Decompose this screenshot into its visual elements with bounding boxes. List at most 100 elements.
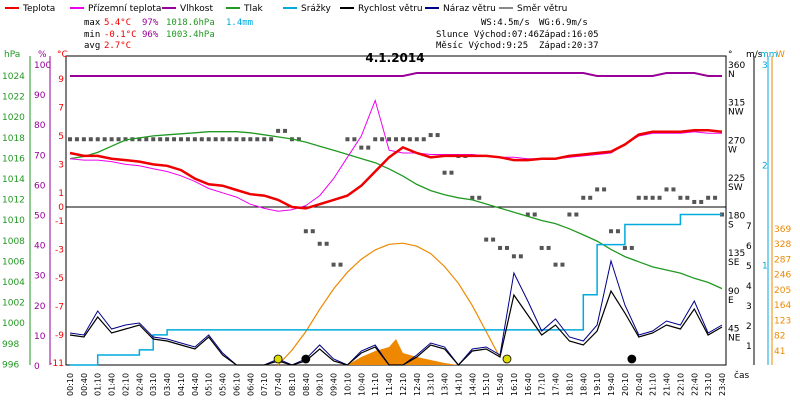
ms-tick: 1 [746, 342, 752, 352]
temp-tick: 9 [58, 75, 64, 85]
wind-dir-point [88, 137, 93, 142]
x-tick-label: 01:40 [108, 373, 117, 396]
hpa-tick: 1004 [2, 278, 25, 288]
wind-speed-line [69, 289, 723, 366]
x-tick-label: 03:40 [163, 373, 172, 396]
wind-dir-point [567, 212, 572, 217]
x-tick-label: 20:40 [635, 373, 644, 396]
x-tick-label: 08:40 [302, 373, 311, 396]
temp-tick: 0 [58, 203, 64, 213]
wind-gust-info: WG:6.9m/s [539, 18, 588, 28]
stats-max-rain: 1.4mm [226, 18, 253, 28]
wind-dir-point [629, 245, 634, 250]
percent-tick: 0 [34, 362, 40, 372]
wind-dir-point [588, 195, 593, 200]
wind-dir-point [172, 137, 177, 142]
w-tick: 287 [774, 255, 791, 265]
x-tick-label: 23:10 [704, 373, 713, 396]
temperature-line [69, 129, 723, 210]
wind-dir-point [352, 137, 357, 142]
x-tick-label: 07:10 [260, 373, 269, 396]
x-tick-label: 16:40 [524, 373, 533, 396]
x-tick-label: 13:10 [427, 373, 436, 396]
wind-dir-point [449, 170, 454, 175]
temp-tick: 3 [58, 160, 64, 170]
dir-tick: 225 [728, 174, 745, 184]
wind-dir-point [116, 137, 121, 142]
x-tick-label: 05:40 [219, 373, 228, 396]
w-tick: 328 [774, 240, 791, 250]
hpa-tick: 1006 [2, 257, 25, 267]
dir-sub-label: SW [728, 183, 743, 193]
solar-actual-area [347, 339, 459, 365]
percent-tick: 70 [34, 151, 46, 161]
hpa-tick: 1014 [2, 175, 25, 185]
x-tick-label: 22:40 [690, 373, 699, 396]
x-tick-label: 06:10 [232, 373, 241, 396]
legend-label: Rychlost větru [358, 4, 423, 14]
legend-label: Vlhkost [180, 4, 213, 14]
temp-tick: 5 [58, 132, 64, 142]
x-tick-label: 10:10 [343, 373, 352, 396]
x-tick-label: 18:40 [579, 373, 588, 396]
x-tick-label: 13:40 [441, 373, 450, 396]
temp-tick: 1 [58, 189, 64, 199]
temp-tick: -9 [55, 331, 64, 341]
hpa-tick: 1016 [2, 154, 25, 164]
wind-speed-info: WS:4.5m/s [481, 18, 530, 28]
x-tick-label: 16:10 [510, 373, 519, 396]
ms-tick: 4 [746, 282, 752, 292]
stats-avg-label: avg [84, 41, 100, 51]
hpa-tick: 1020 [2, 113, 25, 123]
dir-sub-label: NW [728, 108, 744, 118]
dir-tick: 315 [728, 99, 745, 109]
wind-dir-point [296, 137, 301, 142]
wind-dir-point [532, 212, 537, 217]
wind-dir-point [248, 137, 253, 142]
wind-dir-point [692, 199, 697, 204]
stats-block: max 5.4°C 97% 1018.6hPa 1.4mm min -0.1°C… [84, 18, 253, 51]
dir-tick: 45 [728, 324, 739, 334]
wind-dir-point [234, 137, 239, 142]
legend-label: Náraz větru [443, 4, 496, 14]
moon-marker-icon [301, 354, 311, 364]
wind-dir-point [685, 195, 690, 200]
plot-area [68, 72, 724, 366]
wind-sun-info: WS:4.5m/s WG:6.9m/s Slunce Východ:07:46 … [436, 18, 599, 51]
w-tick: 369 [774, 225, 791, 235]
wind-dir-point [109, 137, 114, 142]
wind-dir-point [95, 137, 100, 142]
stats-min-press: 1003.4hPa [166, 30, 215, 40]
temp-axis-label: °C [57, 50, 68, 60]
wind-dir-point [442, 170, 447, 175]
wind-dir-point [269, 137, 274, 142]
hpa-tick: 1018 [2, 134, 25, 144]
x-tick-label: 02:10 [121, 373, 130, 396]
wind-dir-point [504, 245, 509, 250]
ms-axis-label: m/s [746, 50, 763, 60]
wind-dir-point [518, 254, 523, 259]
hpa-tick: 1022 [2, 93, 25, 103]
ms-tick: 5 [746, 262, 752, 272]
wind-dir-point [303, 229, 308, 234]
mm-axis-label: mm [760, 50, 778, 60]
wind-dir-point [241, 137, 246, 142]
wind-dir-point [498, 245, 503, 250]
stats-max-temp: 5.4°C [104, 18, 131, 28]
dir-sub-label: N [728, 70, 735, 80]
wind-dir-point [484, 237, 489, 242]
x-tick-label: 18:10 [565, 373, 574, 396]
ms-tick: 6 [746, 242, 752, 252]
wind-dir-point [74, 137, 79, 142]
wind-dir-point [387, 137, 392, 142]
w-tick: 246 [774, 271, 791, 281]
x-tick-label: 05:10 [205, 373, 214, 396]
temp-tick: -7 [55, 302, 64, 312]
wind-dir-point [539, 245, 544, 250]
stats-min-label: min [84, 30, 100, 40]
w-tick: 164 [774, 301, 791, 311]
dir-tick: 270 [728, 136, 745, 146]
wind-dir-point [664, 187, 669, 192]
wind-dir-point [574, 212, 579, 217]
